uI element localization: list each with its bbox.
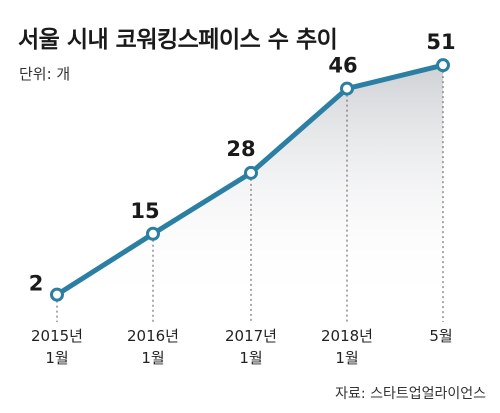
x-tick-label-4-0: 5월	[429, 327, 452, 345]
unit-label: 단위: 개	[19, 65, 71, 83]
data-point-4	[436, 58, 450, 73]
value-label-0: 2	[29, 272, 44, 296]
x-tick-label-1-0: 2016년	[127, 327, 179, 345]
x-tick-label-1-1: 1월	[141, 349, 164, 367]
data-point-0	[50, 287, 64, 302]
value-label-4: 51	[426, 30, 455, 54]
area-fill	[57, 65, 443, 305]
value-label-3: 46	[328, 54, 357, 78]
x-tick-label-2-1: 1월	[239, 349, 262, 367]
x-tick-label-0-0: 2015년	[31, 327, 83, 345]
x-tick-label-3-0: 2018년	[321, 327, 373, 345]
data-point-2	[244, 165, 258, 180]
chart-title: 서울 시내 코워킹스페이스 수 추이	[18, 27, 338, 53]
value-label-2: 28	[226, 137, 255, 161]
data-point-1	[146, 226, 160, 241]
x-tick-label-3-1: 1월	[335, 349, 358, 367]
data-point-3	[340, 81, 354, 96]
source-note: 자료: 스타트업얼라이언스	[335, 386, 486, 402]
x-tick-label-0-1: 1월	[45, 349, 68, 367]
x-tick-label-2-0: 2017년	[225, 327, 277, 345]
value-label-1: 15	[130, 199, 159, 223]
